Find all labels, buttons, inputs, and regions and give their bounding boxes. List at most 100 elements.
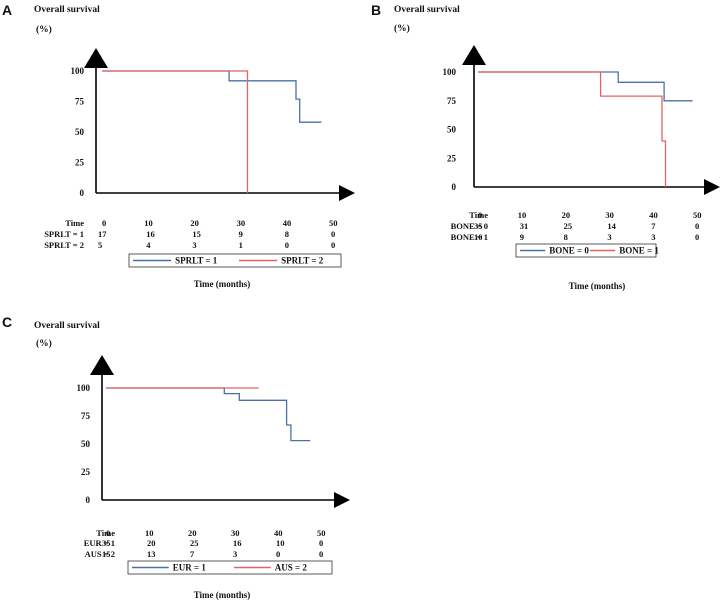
- y-axis-arrow-icon: [90, 355, 114, 375]
- risk-table-header: Time: [65, 218, 84, 228]
- risk-count: 4: [146, 240, 151, 250]
- risk-time-value: 40: [283, 218, 292, 228]
- legend-label: SPRLT = 1: [175, 256, 218, 266]
- risk-time-value: 0: [102, 218, 106, 228]
- risk-time-value: 10: [518, 210, 527, 220]
- y-tick-label: 50: [447, 125, 457, 135]
- y-tick-label: 50: [81, 439, 91, 449]
- y-tick-label: 75: [447, 96, 457, 106]
- risk-time-value: 30: [237, 218, 246, 228]
- x-axis-arrow-icon: [334, 492, 350, 508]
- risk-count: 0: [331, 240, 335, 250]
- y-axis-title: Overall survival: [34, 321, 100, 331]
- risk-count: 14: [607, 221, 616, 231]
- risk-count: 0: [276, 549, 280, 559]
- y-tick-label: 100: [443, 67, 457, 77]
- y-tick-label: 0: [86, 495, 91, 505]
- risk-count: 15: [192, 229, 201, 239]
- risk-count: 1: [239, 240, 243, 250]
- risk-count: 7: [651, 221, 656, 231]
- risk-count: 3: [233, 549, 237, 559]
- y-axis-arrow-icon: [84, 48, 108, 68]
- risk-time-value: 10: [145, 528, 154, 538]
- risk-table-header: Time: [469, 210, 488, 220]
- legend: EUR = 1 AUS = 2: [127, 560, 333, 575]
- legend-box: [515, 243, 657, 258]
- risk-count: 0: [695, 232, 699, 242]
- risk-count: 13: [147, 549, 156, 559]
- risk-time-value: 0: [106, 528, 110, 538]
- x-axis-arrow-icon: [704, 179, 720, 195]
- risk-time-value: 0: [478, 210, 482, 220]
- risk-count: 0: [319, 538, 323, 548]
- legend: BONE = 0 BONE = 1: [515, 243, 659, 258]
- y-tick-label: 25: [447, 153, 457, 163]
- y-tick-label: 25: [75, 158, 85, 168]
- risk-time-value: 20: [190, 218, 199, 228]
- x-axis-arrow-icon: [339, 185, 355, 201]
- risk-row-label: BONE = 0: [451, 221, 488, 231]
- risk-count: 15: [102, 549, 111, 559]
- legend-label: EUR = 1: [173, 563, 207, 573]
- y-axis-title: Overall survival: [34, 5, 100, 15]
- risk-count: 31: [520, 221, 529, 231]
- risk-time-value: 50: [329, 218, 338, 228]
- panel-letter: C: [2, 314, 12, 330]
- y-tick-label: 75: [81, 411, 91, 421]
- risk-time-value: 10: [144, 218, 153, 228]
- legend-label: SPRLT = 2: [281, 256, 324, 266]
- risk-time-value: 50: [317, 528, 326, 538]
- legend-label: BONE = 0: [549, 246, 589, 256]
- risk-count: 9: [520, 232, 524, 242]
- risk-count: 0: [331, 229, 335, 239]
- risk-time-value: 20: [188, 528, 197, 538]
- y-tick-label: 0: [452, 182, 457, 192]
- risk-time-value: 30: [231, 528, 240, 538]
- panel-letter: B: [371, 2, 381, 18]
- y-tick-label: 100: [71, 66, 85, 76]
- risk-count: 3: [192, 240, 196, 250]
- risk-time-value: 30: [605, 210, 614, 220]
- legend-box: [128, 253, 342, 268]
- x-axis-label: Time (months): [194, 279, 251, 289]
- risk-count: 3: [651, 232, 655, 242]
- risk-count: 25: [190, 538, 199, 548]
- y-tick-label: 50: [75, 127, 85, 137]
- risk-row-label: SPRLT = 1: [44, 229, 84, 239]
- risk-time-value: 50: [693, 210, 702, 220]
- y-tick-label: 0: [80, 188, 85, 198]
- risk-table-header: Time: [96, 528, 115, 538]
- y-axis-unit: (%): [36, 24, 52, 35]
- series-line-1: [102, 70, 322, 123]
- risk-row-label: EUR = 1: [84, 538, 115, 548]
- risk-count: 3: [607, 232, 611, 242]
- risk-count: 0: [319, 549, 323, 559]
- risk-count: 35: [474, 221, 483, 231]
- risk-time-value: 20: [562, 210, 571, 220]
- risk-count: 8: [564, 232, 568, 242]
- y-axis-unit: (%): [36, 338, 52, 349]
- risk-count: 7: [190, 549, 195, 559]
- risk-count: 8: [285, 229, 289, 239]
- y-tick-label: 100: [77, 383, 91, 393]
- y-tick-label: 25: [81, 467, 91, 477]
- y-tick-label: 75: [75, 97, 85, 107]
- risk-time-value: 40: [649, 210, 658, 220]
- series-line-2: [102, 70, 249, 193]
- risk-count: 35: [102, 538, 111, 548]
- risk-count: 16: [233, 538, 242, 548]
- risk-row-label: BONE = 1: [451, 232, 488, 242]
- risk-count: 9: [239, 229, 243, 239]
- y-axis-title: Overall survival: [394, 5, 460, 15]
- risk-count: 10: [474, 232, 483, 242]
- risk-count: 17: [98, 229, 107, 239]
- risk-count: 25: [564, 221, 573, 231]
- risk-time-value: 40: [274, 528, 283, 538]
- y-axis-arrow-icon: [462, 45, 486, 65]
